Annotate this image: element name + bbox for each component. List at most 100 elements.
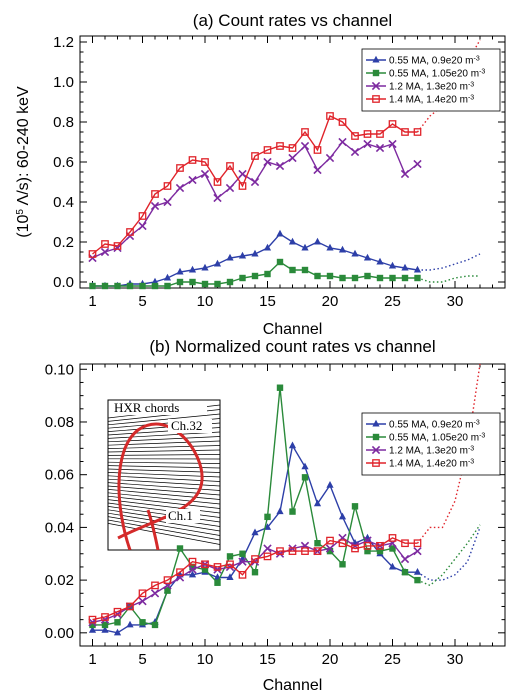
data-point <box>126 282 134 290</box>
data-point <box>401 128 409 136</box>
data-point <box>326 112 334 120</box>
data-point <box>275 161 285 171</box>
data-point <box>301 474 309 481</box>
data-point <box>239 550 246 557</box>
data-point <box>313 146 322 154</box>
data-point <box>139 619 146 626</box>
data-point <box>276 229 284 237</box>
chord-line <box>108 492 220 505</box>
chord-line <box>108 461 220 464</box>
data-point <box>251 249 259 257</box>
series-dotted-extension <box>417 527 481 581</box>
data-point <box>151 282 159 290</box>
legend-label-text: 0.55 MA, 1.05e20 m <box>389 433 479 444</box>
data-point <box>213 193 222 203</box>
chord-line <box>108 436 220 443</box>
legend: 0.55 MA, 0.9e20 m-30.55 MA, 1.05e20 m-31… <box>361 48 501 112</box>
data-point <box>214 579 221 586</box>
y-tick-label: 0.04 <box>45 519 74 536</box>
y-axis-label-part: (10 <box>15 214 32 237</box>
ch32-label-bg <box>168 419 212 433</box>
data-point <box>226 162 234 170</box>
series-2 <box>89 384 481 629</box>
data-point <box>188 565 197 574</box>
data-point <box>326 547 334 555</box>
data-point <box>176 278 184 286</box>
data-point <box>339 561 346 568</box>
data-point <box>276 258 284 266</box>
data-point <box>138 221 147 231</box>
data-point <box>225 183 235 193</box>
data-point <box>288 153 297 163</box>
data-point <box>313 499 322 507</box>
data-point <box>251 152 259 160</box>
legend-label-sup: -3 <box>468 81 474 88</box>
data-point <box>250 177 260 187</box>
data-point <box>164 587 171 594</box>
data-point <box>89 621 96 629</box>
y-axis-label-part: Λ/s): 60-240 keV <box>15 86 32 209</box>
series-4 <box>88 363 481 624</box>
data-point <box>238 570 247 579</box>
legend-marker <box>372 433 380 441</box>
data-point <box>188 557 197 566</box>
legend-marker <box>372 419 380 427</box>
data-point <box>313 547 322 555</box>
data-point <box>101 613 109 621</box>
data-point <box>414 274 421 282</box>
data-point <box>251 569 259 576</box>
data-point <box>251 528 259 536</box>
x-axis-label: Channel <box>263 677 323 694</box>
data-point <box>264 270 271 278</box>
data-point <box>201 560 209 569</box>
data-point <box>389 274 396 282</box>
data-point <box>413 568 422 575</box>
data-point <box>126 602 134 611</box>
data-point <box>351 132 359 140</box>
y-tick-label: 0.06 <box>45 467 74 484</box>
chord-line <box>108 445 220 449</box>
legend-label-text: 0.55 MA, 0.9e20 m <box>389 420 474 431</box>
data-point <box>176 164 184 172</box>
legend-label-text: 0.55 MA, 1.05e20 m <box>389 69 479 80</box>
data-point <box>126 228 134 236</box>
data-point <box>238 557 247 566</box>
data-point <box>163 273 172 281</box>
data-point <box>201 280 209 288</box>
hxr-chords-inset: HXR chords Ch.32 Ch.1 <box>107 399 221 551</box>
data-point <box>376 130 384 138</box>
x-tick-label: 15 <box>259 651 276 668</box>
data-point <box>138 597 147 606</box>
data-point <box>364 272 371 280</box>
x-tick-label: 20 <box>322 293 339 310</box>
data-point <box>238 182 247 190</box>
y-tick-label: 0.10 <box>45 361 74 378</box>
legend-label: 0.55 MA, 1.05e20 m-3 <box>389 432 485 444</box>
data-point <box>263 544 272 553</box>
legend-label-sup: -3 <box>468 94 474 101</box>
y-tick-label: 0.00 <box>45 625 74 642</box>
data-point <box>188 570 197 578</box>
data-point <box>288 547 297 555</box>
data-point <box>88 253 97 263</box>
data-point <box>301 243 309 251</box>
legend-label: 1.2 MA, 1.3e20 m-3 <box>389 81 474 93</box>
data-point <box>300 141 310 151</box>
series-dotted-extension <box>417 253 481 271</box>
data-point <box>288 144 297 152</box>
x-axis-label: Channel <box>263 321 323 338</box>
data-point <box>88 625 97 633</box>
data-point <box>314 272 321 280</box>
chord-line <box>108 512 220 532</box>
data-point <box>388 120 397 128</box>
chord-line <box>108 485 220 496</box>
data-point <box>289 266 296 274</box>
data-point <box>413 546 422 556</box>
data-point <box>363 130 372 138</box>
legend-label-text: 1.4 MA, 1.4e20 m <box>389 95 468 106</box>
data-point <box>338 137 347 147</box>
legend-label: 1.4 MA, 1.4e20 m-3 <box>389 94 474 106</box>
data-point <box>263 523 272 530</box>
